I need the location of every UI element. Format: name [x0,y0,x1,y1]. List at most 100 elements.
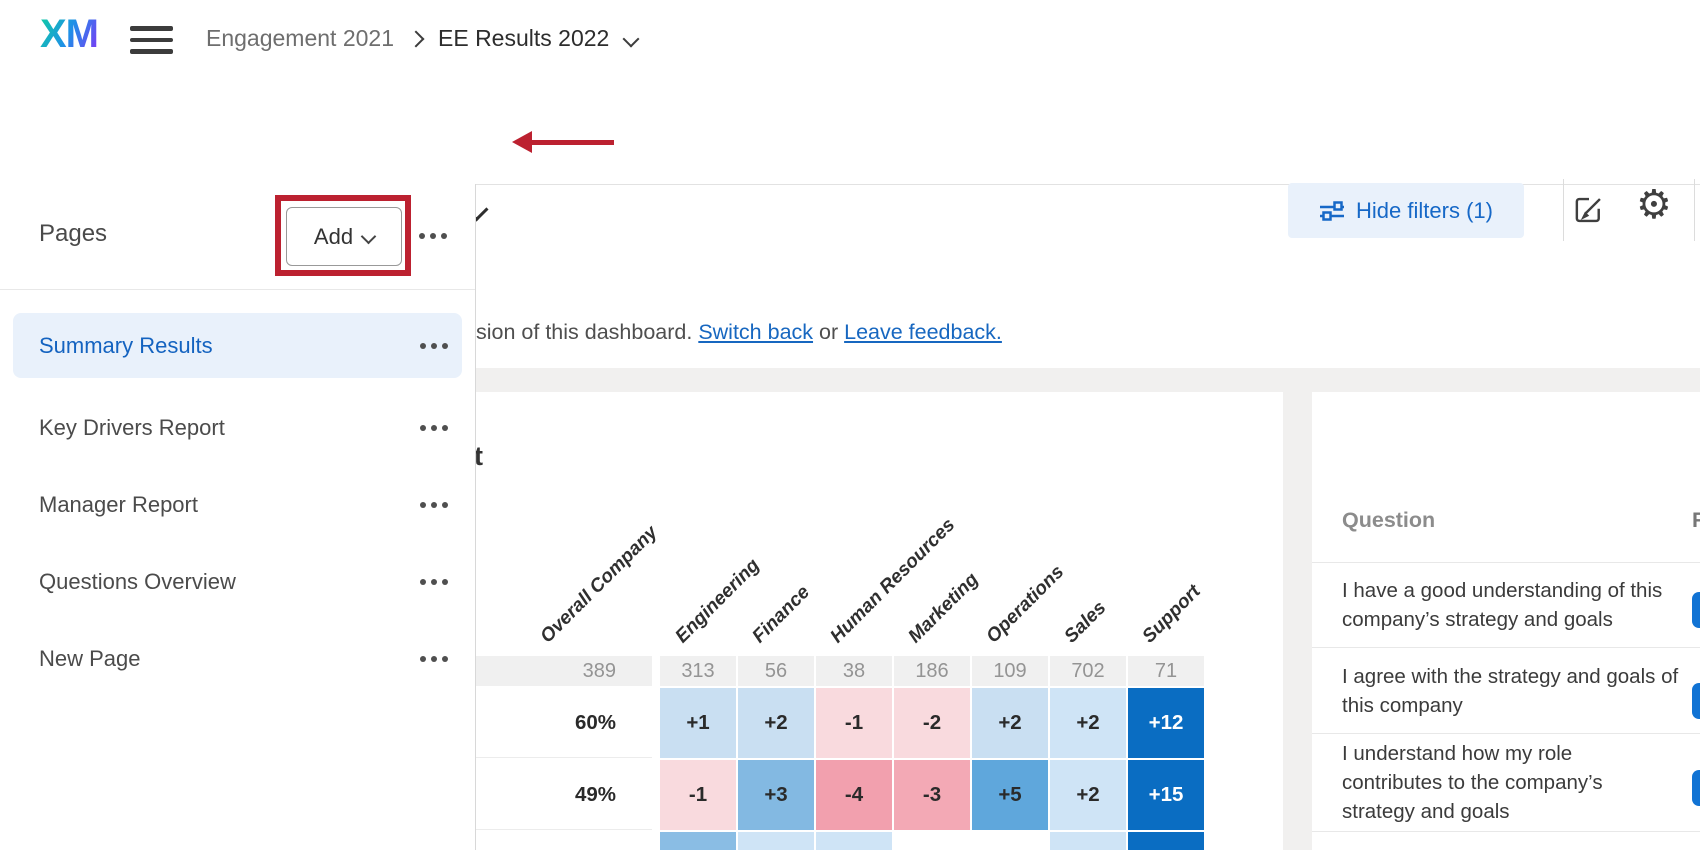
heatmap-cell[interactable]: +12 [1128,688,1204,758]
heatmap-cell[interactable]: +3 [738,760,814,830]
heatmap-count: 71 [1128,656,1204,686]
item-overflow-menu[interactable] [420,655,448,662]
heatmap-column-label: Sales [1060,597,1111,648]
heatmap-cell[interactable]: -1 [816,688,892,758]
add-page-button[interactable]: Add [286,207,402,266]
question-text: I have a good understanding of this comp… [1342,579,1663,631]
sidebar-item-label[interactable]: Manager Report [39,491,198,517]
divider [0,289,475,290]
banner-or-text: or [813,320,845,344]
banner-text-fragment: sion of this dashboard. [476,320,699,344]
heatmap-column-label: Finance [748,581,815,648]
heatmap-column-label: Overall Company [536,521,662,648]
heatmap-row-label: 60% [474,688,652,758]
heatmap-cell[interactable] [1050,832,1126,850]
favorability-bar-clipped [1692,770,1700,806]
heatmap-cell[interactable]: +2 [972,688,1048,758]
item-overflow-menu[interactable] [420,501,448,508]
question-row[interactable]: I understand how my role contributes to … [1312,734,1700,832]
selected-item-highlight [13,313,462,378]
preview-banner: sion of this dashboard. Switch back or L… [476,320,1002,345]
heatmap-title-fragment: t [474,441,483,471]
question-row[interactable]: I agree with the strategy and goals of t… [1312,648,1700,734]
heatmap-row-label [474,832,652,850]
breadcrumb: Engagement 2021 EE Results 2022 [206,0,640,77]
xm-logo: XM [40,12,99,56]
heatmap-widget-card: t Overall Company Engineering Finance Hu… [455,392,1283,850]
heatmap-column-label: Operations [982,561,1069,648]
red-arrow-head [512,131,532,153]
question-text: I understand how my role contributes to … [1342,742,1603,823]
heatmap-cell[interactable] [972,832,1048,850]
heatmap-cell[interactable]: +1 [660,688,736,758]
sidebar-item-key-drivers-report[interactable]: Key Drivers Report [0,395,475,460]
heatmap-cell[interactable]: +2 [1050,688,1126,758]
red-arrow-shaft [528,139,614,145]
heatmap-column-label: Support [1138,580,1205,648]
heatmap-cell[interactable]: +15 [1128,760,1204,830]
pages-overflow-menu[interactable] [419,233,447,239]
heatmap-cell[interactable] [1128,832,1204,850]
question-column-header: Question [1342,508,1436,532]
heatmap-count: 56 [738,656,814,686]
heatmap-count: 389 [474,656,652,686]
edit-icon[interactable] [1572,193,1606,227]
heatmap-cell[interactable]: -3 [894,760,970,830]
favorability-bar-clipped [1692,592,1700,628]
question-widget-card: Question F I have a good understanding o… [1312,392,1700,850]
hide-filters-button[interactable]: Hide filters (1) [1288,183,1524,238]
question-text: I agree with the strategy and goals of t… [1342,664,1679,717]
sidebar-item-label[interactable]: Summary Results [39,332,213,358]
breadcrumb-project[interactable]: Engagement 2021 [206,25,394,51]
heatmap-cell[interactable]: +2 [1050,760,1126,830]
heatmap-cell[interactable]: +5 [972,760,1048,830]
sidebar-item-summary-results[interactable]: Summary Results [0,313,475,378]
heatmap-cell[interactable] [660,832,736,850]
red-arrow-annotation [512,131,616,153]
heatmap-cell[interactable]: -4 [816,760,892,830]
heatmap-cell[interactable]: -1 [660,760,736,830]
sidebar-item-label[interactable]: Questions Overview [39,568,236,594]
header-divider [1563,179,1564,241]
sidebar-item-manager-report[interactable]: Manager Report [0,472,475,537]
breadcrumb-dashboard[interactable]: EE Results 2022 [438,25,610,51]
header-divider [1694,179,1695,241]
hide-filters-label: Hide filters (1) [1356,197,1493,223]
heatmap-cell[interactable] [738,832,814,850]
page-header: Summary Results Hide filters (1) ⚙ [0,77,1700,241]
item-overflow-menu[interactable] [420,578,448,585]
heatmap-cell[interactable]: +2 [738,688,814,758]
item-overflow-menu[interactable] [420,342,448,349]
switch-back-link[interactable]: Switch back [698,320,814,344]
leave-feedback-link[interactable]: Leave feedback. [844,320,1002,344]
sidebar-item-questions-overview[interactable]: Questions Overview [0,549,475,614]
favorability-bar-clipped [1692,683,1700,719]
heatmap-count: 313 [660,656,736,686]
breadcrumb-chevron-down-icon[interactable] [622,30,640,47]
sidebar-item-new-page[interactable]: New Page [0,626,475,691]
heatmap-cell[interactable]: -2 [894,688,970,758]
top-nav: XM Engagement 2021 EE Results 2022 [0,0,1700,78]
item-overflow-menu[interactable] [420,424,448,431]
question-row[interactable]: I have a good understanding of this comp… [1312,563,1700,648]
pages-panel-title: Pages [39,220,108,247]
gear-icon[interactable]: ⚙ [1636,182,1672,228]
sidebar-item-label[interactable]: Key Drivers Report [39,414,225,440]
heatmap-count: 38 [816,656,892,686]
hamburger-menu-icon[interactable] [130,26,173,61]
breadcrumb-separator-icon [407,30,425,47]
sidebar-item-label[interactable]: New Page [39,645,141,671]
heatmap-count: 186 [894,656,970,686]
heatmap-count: 109 [972,656,1048,686]
add-page-label: Add [313,223,354,249]
heatmap-count: 702 [1050,656,1126,686]
heatmap-row-label: 49% [474,760,652,830]
heatmap-cell[interactable] [894,832,970,850]
heatmap-cell[interactable] [816,832,892,850]
red-box-annotation [275,195,411,276]
heatmap-column-label: Marketing [904,568,983,648]
clipped-column-header: F [1692,508,1700,532]
pages-sidebar: Pages Add Summary Results Key Drivers Re… [0,184,476,850]
divider [1312,562,1700,563]
